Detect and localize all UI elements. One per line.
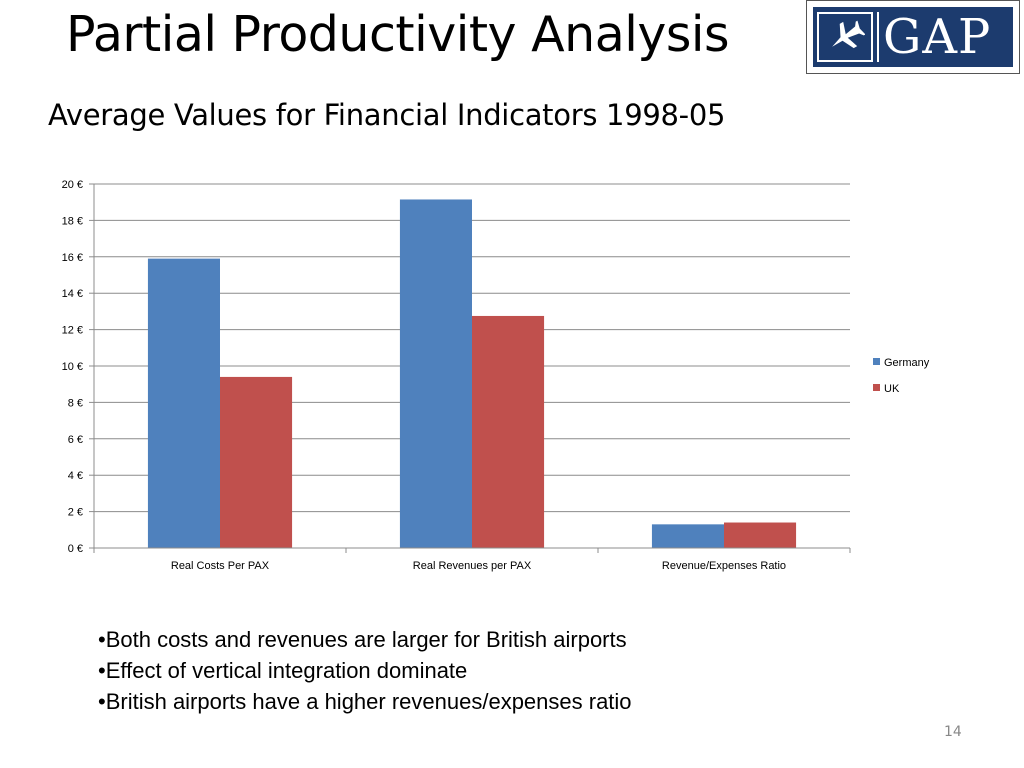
airplane-icon	[817, 12, 873, 62]
airplane-icon-glyph	[832, 20, 865, 49]
legend-label: Germany	[884, 357, 930, 369]
y-tick-label: 16 €	[62, 252, 83, 264]
logo-background: GAP	[813, 7, 1013, 67]
bullet-item: •Effect of vertical integration dominate	[98, 658, 468, 683]
y-tick-label: 14 €	[62, 288, 83, 300]
bullet-item: •British airports have a higher revenues…	[98, 689, 632, 714]
legend-swatch	[873, 384, 880, 391]
bar-germany	[147, 258, 220, 548]
y-tick-label: 20 €	[62, 179, 83, 191]
y-tick-label: 18 €	[62, 215, 83, 227]
y-tick-label: 0 €	[68, 543, 83, 555]
legend-label: UK	[884, 383, 900, 395]
bullet-item: •Both costs and revenues are larger for …	[98, 627, 627, 652]
bar-uk	[472, 315, 545, 548]
y-tick-label: 10 €	[62, 361, 83, 373]
x-tick-label: Real Costs Per PAX	[171, 560, 270, 572]
chart-subtitle: Average Values for Financial Indicators …	[48, 98, 726, 132]
y-tick-label: 12 €	[62, 325, 83, 337]
logo-text: GAP	[877, 12, 991, 62]
bar-uk	[220, 376, 293, 548]
gap-logo: GAP	[806, 0, 1020, 74]
bar-uk	[724, 522, 797, 548]
y-tick-label: 8 €	[68, 397, 83, 409]
slide-title: Partial Productivity Analysis	[66, 6, 730, 63]
x-tick-label: Real Revenues per PAX	[413, 560, 532, 572]
y-tick-label: 2 €	[68, 507, 83, 519]
x-tick-label: Revenue/Expenses Ratio	[662, 560, 786, 572]
page-number: 14	[944, 724, 962, 740]
legend-swatch	[873, 358, 880, 365]
bullet-list: •Both costs and revenues are larger for …	[98, 624, 632, 717]
bar-germany	[651, 524, 724, 548]
y-tick-label: 6 €	[68, 434, 83, 446]
bar-germany	[399, 199, 472, 548]
y-tick-label: 4 €	[68, 470, 83, 482]
